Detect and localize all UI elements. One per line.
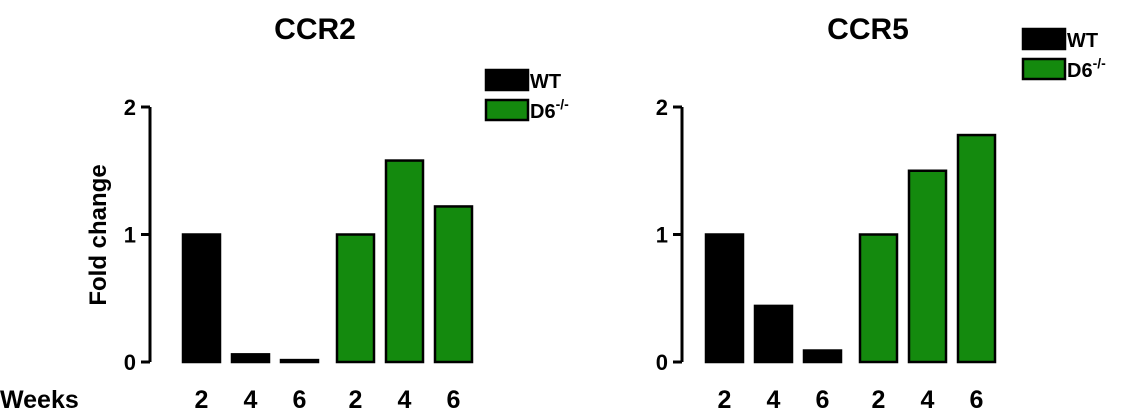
legend-label: WT xyxy=(530,71,561,93)
legend-label-text: WT xyxy=(1067,30,1098,52)
bar-wt-6 xyxy=(279,358,320,364)
bars xyxy=(704,133,997,364)
x-tick-label: 4 xyxy=(767,386,781,414)
bar-d6-2 xyxy=(858,233,899,364)
x-axis-label: Weeks xyxy=(0,386,79,414)
y-axis: 0 1 2 xyxy=(656,95,684,375)
legend-swatch xyxy=(484,68,530,92)
x-tick-labels: 2 4 6 2 4 6 xyxy=(195,386,461,414)
y-axis: 0 1 2 xyxy=(124,95,152,375)
y-tick-label: 2 xyxy=(656,95,668,120)
x-tick-label: 2 xyxy=(349,386,363,414)
legend-label: D6-/- xyxy=(1067,55,1106,82)
bar-d6-2 xyxy=(335,233,376,364)
y-tick-label: 1 xyxy=(124,223,136,248)
x-tick-label: 6 xyxy=(816,386,830,414)
bar-d6-6 xyxy=(956,133,997,364)
x-tick-label: 2 xyxy=(195,386,209,414)
chart-panel-ccr5: CCR5 0 1 2 2 4 6 2 4 6 WT D6-/- xyxy=(656,13,1106,414)
bar-wt-4 xyxy=(753,304,794,364)
legend-label-text: D6 xyxy=(1067,60,1093,82)
legend-swatch xyxy=(1021,27,1067,51)
bar-d6-4 xyxy=(907,169,948,364)
y-tick-label: 1 xyxy=(656,223,668,248)
y-tick-label: 2 xyxy=(124,95,136,120)
y-tick-label: 0 xyxy=(124,350,136,375)
bars xyxy=(181,159,474,364)
bar-wt-2 xyxy=(181,233,222,364)
bar-wt-6 xyxy=(802,349,843,364)
bar-d6-6 xyxy=(433,205,474,364)
chart-title: CCR5 xyxy=(827,13,909,46)
x-tick-label: 2 xyxy=(872,386,886,414)
x-tick-label: 6 xyxy=(447,386,461,414)
legend-label: D6-/- xyxy=(530,96,569,123)
bar-wt-4 xyxy=(230,353,271,364)
legend-label-superscript: -/- xyxy=(1093,55,1107,71)
x-tick-labels: 2 4 6 2 4 6 xyxy=(718,386,984,414)
y-axis-label: Fold change xyxy=(85,164,112,305)
x-tick-label: 4 xyxy=(244,386,258,414)
legend-swatch xyxy=(484,98,530,122)
x-tick-label: 2 xyxy=(718,386,732,414)
bar-wt-2 xyxy=(704,233,745,364)
y-tick-label: 0 xyxy=(656,350,668,375)
x-tick-label: 6 xyxy=(293,386,307,414)
chart-panel-ccr2: CCR2 0 1 2 2 4 6 2 4 6 WT D6-/- xyxy=(124,13,569,414)
legend-label: WT xyxy=(1067,30,1098,52)
legend-label-superscript: -/- xyxy=(556,96,570,112)
x-tick-label: 4 xyxy=(921,386,935,414)
x-tick-label: 6 xyxy=(970,386,984,414)
chart-title: CCR2 xyxy=(274,13,356,46)
legend-label-text: WT xyxy=(530,71,561,93)
x-tick-label: 4 xyxy=(398,386,412,414)
legend-swatch xyxy=(1021,57,1067,81)
legend: WT D6-/- xyxy=(1021,27,1106,82)
bar-d6-4 xyxy=(384,159,425,364)
legend: WT D6-/- xyxy=(484,68,569,123)
legend-label-text: D6 xyxy=(530,101,556,123)
